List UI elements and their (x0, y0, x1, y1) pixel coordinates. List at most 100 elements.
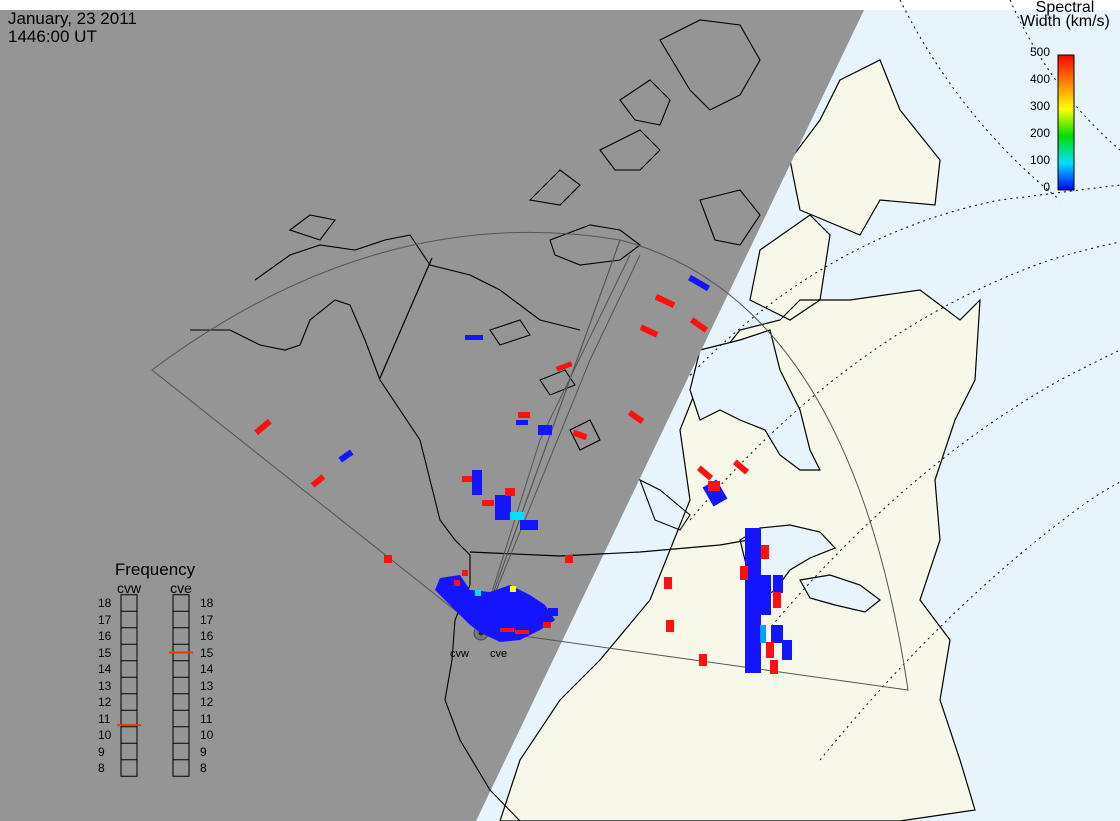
scatter-cell (520, 520, 538, 530)
scatter-cell (773, 575, 783, 593)
scatter-cell (757, 575, 771, 615)
frequency-level-label: 11 (200, 711, 213, 726)
colorbar-tick: 400 (1029, 72, 1050, 86)
scatter-cell (543, 622, 551, 628)
scatter-cell (782, 640, 792, 660)
colorbar-tick: 0 (1043, 180, 1050, 194)
frequency-level-label: 16 (98, 629, 112, 643)
colorbar-tick: 500 (1029, 45, 1050, 59)
scatter-cell (475, 590, 481, 596)
backscatter-cells (254, 274, 792, 674)
scatter-cell (465, 335, 483, 340)
frequency-level-label: 16 (200, 629, 214, 643)
frequency-level-label: 8 (200, 761, 207, 775)
scatter-cell (639, 324, 659, 338)
colorbar-title-line2: Width (km/s) (1020, 13, 1110, 30)
frequency-level-label: 14 (98, 662, 112, 676)
frequency-level-label: 8 (98, 761, 105, 775)
scatter-cell (495, 495, 511, 520)
frequency-level-label: 12 (200, 695, 214, 709)
scatter-cell (762, 625, 772, 643)
scatter-cell (482, 500, 494, 506)
scatter-cell (687, 274, 711, 292)
frequency-level-label: 15 (200, 645, 214, 660)
land-day-area (499, 59, 981, 821)
scatter-cell (500, 628, 514, 632)
frequency-level-label: 17 (98, 612, 112, 627)
scatter-cell (516, 420, 528, 425)
frequency-level-label: 14 (200, 662, 214, 676)
time-label: 1446:00 UT (8, 27, 97, 46)
scatter-cell (761, 545, 769, 559)
scatter-cell (627, 409, 645, 425)
frequency-level-label: 18 (98, 596, 112, 610)
scatter-cell (462, 476, 472, 482)
colorbar (1057, 54, 1075, 191)
frequency-indicator (117, 594, 193, 777)
scatter-cell (338, 449, 354, 463)
scatter-cell (770, 660, 778, 674)
frequency-level-label: 15 (98, 645, 112, 660)
scatter-cell (505, 488, 515, 496)
frequency-level-label: 11 (98, 711, 111, 726)
scatter-cell (462, 570, 468, 576)
scatter-cell (510, 512, 524, 520)
frequency-cve-label: cve (170, 580, 192, 596)
scatter-cell (708, 481, 720, 491)
scatter-cluster (435, 575, 555, 642)
frequency-cvw-label: cvw (116, 580, 142, 596)
radar-label-cvw: cvw (450, 648, 469, 660)
frequency-column (120, 594, 138, 777)
scatter-cell (696, 465, 714, 481)
hudson-bay (689, 329, 821, 471)
scatter-cell (773, 592, 781, 608)
scatter-cell (454, 580, 460, 586)
scatter-cell (472, 470, 482, 495)
frequency-level-label: 12 (98, 695, 112, 709)
scatter-cell (510, 586, 516, 592)
scatter-cell (254, 418, 272, 436)
latitude-grid (649, 0, 1120, 761)
frequency-level-label: 13 (200, 678, 214, 693)
scatter-cell (740, 566, 748, 580)
scatter-cell (689, 317, 709, 333)
frequency-level-label: 18 (200, 596, 214, 610)
colorbar-tick: 100 (1029, 153, 1050, 167)
frequency-column (172, 594, 190, 777)
date-label: January, 23 2011 (8, 9, 137, 28)
scatter-cell (565, 555, 573, 563)
scatter-cell (535, 618, 543, 626)
night-region (0, 10, 864, 821)
radar-label-cve: cve (490, 648, 508, 660)
colorbar-tick: 300 (1029, 99, 1050, 113)
scatter-cell (732, 459, 750, 475)
scatter-cell (666, 620, 674, 632)
frequency-level-label: 10 (98, 728, 112, 742)
frequency-level-label: 13 (98, 678, 112, 693)
scatter-cell (766, 642, 774, 658)
scatter-cell (538, 425, 552, 435)
scatter-cell (699, 654, 707, 666)
frequency-level-label: 9 (98, 744, 105, 759)
frequency-level-label: 9 (200, 744, 207, 759)
frequency-level-label: 10 (200, 728, 214, 742)
boundaries (379, 257, 761, 557)
scatter-cell (384, 555, 392, 563)
scatter-cell (515, 630, 529, 634)
scatter-cell (745, 528, 761, 673)
frequency-level-label: 17 (200, 612, 214, 627)
colorbar-title-line1: Spectral (1035, 0, 1095, 16)
colorbar-tick: 200 (1029, 126, 1050, 140)
scatter-cell (748, 658, 758, 672)
scatter-cell (548, 608, 558, 616)
scatter-cell (654, 294, 676, 308)
scatter-cell (518, 412, 530, 418)
scatter-cell (555, 361, 573, 372)
frequency-title: Frequency (114, 560, 196, 579)
scatter-cell (572, 429, 588, 441)
scatter-cell (310, 474, 326, 488)
radar-fov (151, 231, 909, 691)
coastlines (190, 19, 761, 821)
scatter-cell (760, 625, 766, 643)
